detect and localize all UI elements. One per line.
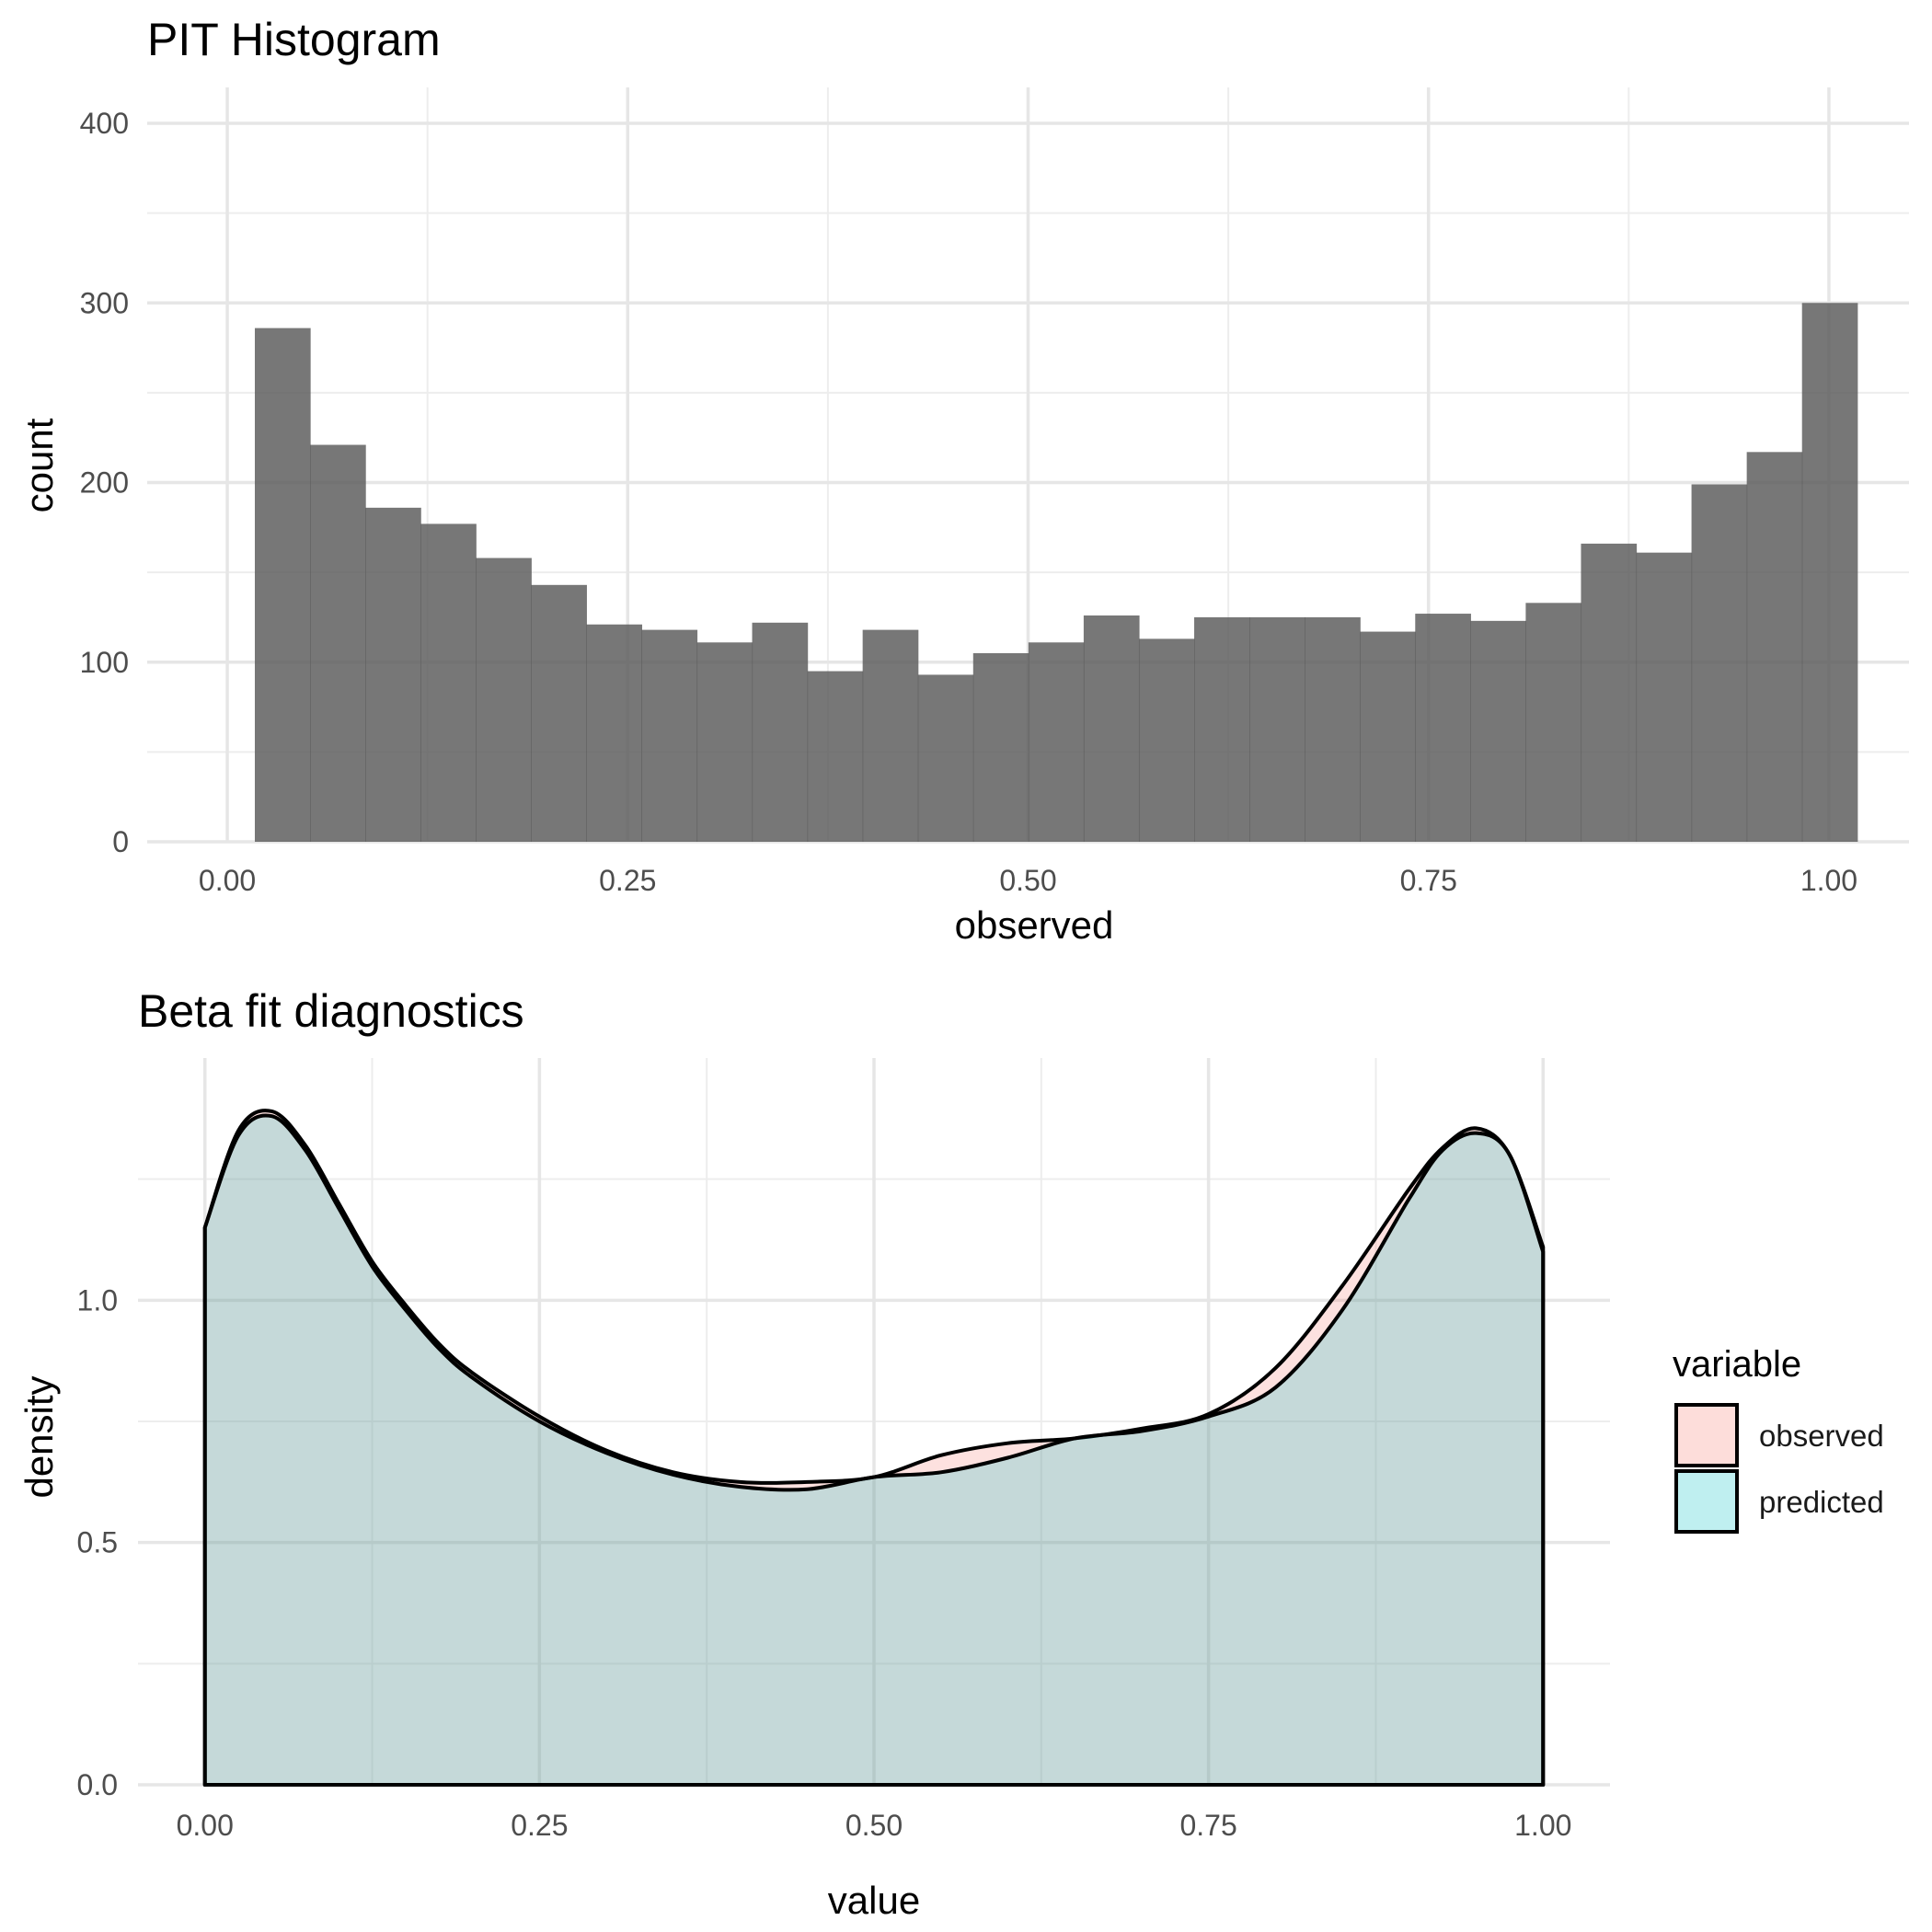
histogram-bars xyxy=(254,303,1858,843)
histogram-title: PIT Histogram xyxy=(147,14,441,65)
histogram-bar xyxy=(1415,614,1471,842)
histogram-bar xyxy=(1305,616,1361,842)
histogram-y-tick-label: 400 xyxy=(80,107,129,140)
histogram-bar xyxy=(1028,642,1085,842)
histogram-bar xyxy=(531,584,587,842)
histogram-y-tick-label: 300 xyxy=(80,286,129,319)
histogram-bar xyxy=(1194,616,1250,842)
density-panel: Beta fit diagnostics 0.00 0.25 0.50 0.75 1.0… xyxy=(17,985,1884,1922)
histogram-bar xyxy=(1636,552,1693,842)
histogram-x-tick-label: 0.50 xyxy=(999,864,1056,897)
histogram-y-ticks: 0 100 200 300 400 xyxy=(80,107,129,858)
legend-swatch-predicted xyxy=(1674,1469,1739,1534)
histogram-x-tick-label: 1.00 xyxy=(1800,864,1857,897)
density-x-ticks: 0.00 0.25 0.50 0.75 1.00 xyxy=(177,1809,1572,1842)
legend-key-background xyxy=(1676,1405,1737,1466)
density-y-tick-label: 0.5 xyxy=(77,1526,118,1559)
legend-label-predicted: predicted xyxy=(1759,1485,1884,1519)
histogram-bar xyxy=(1360,631,1416,842)
legend: variable observed predicted xyxy=(1673,1344,1884,1534)
density-x-axis-title: value xyxy=(828,1879,920,1922)
histogram-y-tick-label: 0 xyxy=(112,825,129,858)
density-y-tick-label: 1.0 xyxy=(77,1283,118,1317)
histogram-x-ticks: 0.00 0.25 0.50 0.75 1.00 xyxy=(199,864,1857,897)
density-y-ticks: 0.0 0.5 1.0 xyxy=(77,1283,118,1801)
histogram-bar xyxy=(586,624,643,842)
legend-key-observed: observed xyxy=(1674,1403,1884,1467)
histogram-bar xyxy=(420,523,477,842)
density-x-tick-label: 0.50 xyxy=(845,1809,903,1842)
histogram-panel: PIT Histogram 0.00 0.25 0.50 0.75 1.00 0 100 2… xyxy=(17,14,1909,947)
histogram-bar xyxy=(1691,484,1748,842)
histogram-bar xyxy=(807,671,864,842)
legend-title: variable xyxy=(1673,1344,1801,1385)
histogram-bar xyxy=(752,622,809,842)
histogram-y-axis-title: count xyxy=(17,418,61,512)
histogram-bar xyxy=(365,507,421,842)
density-x-tick-label: 0.00 xyxy=(177,1809,234,1842)
histogram-bar xyxy=(254,328,311,843)
histogram-bar xyxy=(1470,620,1527,842)
histogram-y-tick-label: 200 xyxy=(80,466,129,500)
density-y-axis-title: density xyxy=(17,1375,61,1498)
histogram-bar xyxy=(641,629,698,842)
legend-key-predicted: predicted xyxy=(1674,1469,1884,1534)
histogram-bar xyxy=(1525,603,1582,842)
histogram-bar xyxy=(1581,543,1638,842)
density-areas xyxy=(202,1109,1546,1787)
legend-key-background xyxy=(1676,1471,1737,1532)
histogram-bar xyxy=(1746,452,1803,842)
density-x-tick-label: 0.25 xyxy=(511,1809,568,1842)
histogram-bar xyxy=(1249,616,1305,842)
density-title: Beta fit diagnostics xyxy=(138,985,524,1037)
legend-label-observed: observed xyxy=(1759,1419,1884,1453)
histogram-bar xyxy=(972,653,1029,842)
histogram-bar xyxy=(1801,303,1858,842)
histogram-bar xyxy=(862,629,919,842)
legend-items: observed predicted xyxy=(1674,1403,1884,1534)
histogram-bar xyxy=(917,674,974,842)
density-area-observed xyxy=(202,1109,1546,1787)
density-area-predicted xyxy=(202,1113,1546,1787)
density-x-tick-label: 1.00 xyxy=(1514,1809,1571,1842)
histogram-bar xyxy=(696,642,753,842)
legend-swatch-observed xyxy=(1674,1403,1739,1467)
density-y-tick-label: 0.0 xyxy=(77,1768,118,1801)
histogram-bar xyxy=(310,444,366,842)
histogram-x-axis-title: observed xyxy=(955,903,1114,947)
histogram-bar xyxy=(476,558,532,842)
histogram-bar xyxy=(1138,638,1195,842)
histogram-x-tick-label: 0.75 xyxy=(1400,864,1457,897)
histogram-x-tick-label: 0.00 xyxy=(199,864,256,897)
histogram-y-tick-label: 100 xyxy=(80,646,129,679)
histogram-bar xyxy=(1083,615,1140,842)
density-x-tick-label: 0.75 xyxy=(1179,1809,1236,1842)
histogram-x-tick-label: 0.25 xyxy=(599,864,656,897)
